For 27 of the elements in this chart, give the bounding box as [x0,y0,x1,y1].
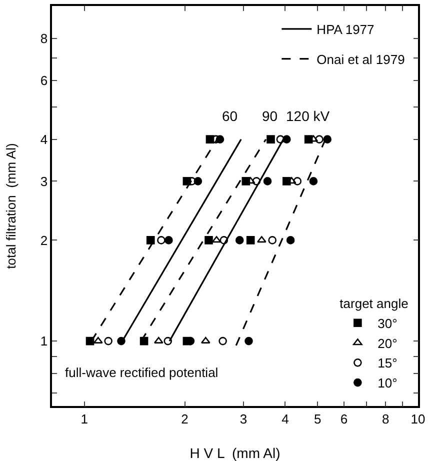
x-tick-label: 1 [80,411,88,426]
legend-label: 15° [378,356,398,371]
y-tick-label: 6 [40,72,48,88]
annotation: full-wave rectified potential [65,365,218,380]
x-tick-label: 6 [340,411,348,426]
legend-title: target angle [340,296,408,311]
x-tick-label: 8 [382,411,390,426]
legend-label: 30° [378,316,398,331]
y-tick-label: 3 [40,174,48,189]
legend-label: Onai et al 1979 [316,52,405,67]
legend-label: HPA 1977 [316,22,374,38]
x-tick-label: 5 [314,411,322,426]
x-tick-label: 4 [282,411,289,426]
x-tick-label: 3 [240,411,248,426]
x-tick-label: 10 [410,411,426,426]
annotation: 90 [262,108,278,124]
annotation: 120 kV [286,108,330,124]
y-tick-label: 2 [40,232,48,248]
y-tick-label: 4 [40,132,48,147]
y-axis-title: total filtration (mm Al) [4,143,18,269]
legend-label: 20° [378,336,398,351]
y-tick-label: 1 [40,334,48,349]
x-tick-label: 2 [181,411,188,426]
x-axis-title: H V L (mm Al) [190,445,280,461]
legend-label: 10° [378,376,398,391]
y-tick-label: 8 [40,31,48,46]
annotation: 60 [222,108,238,124]
